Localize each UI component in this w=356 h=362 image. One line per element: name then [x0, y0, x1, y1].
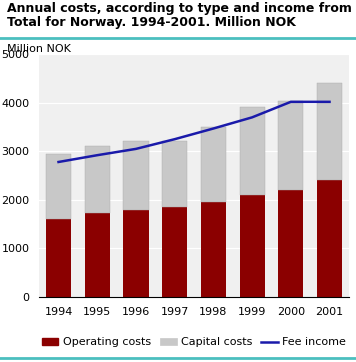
- Bar: [46, 219, 71, 297]
- Bar: [46, 154, 71, 219]
- Bar: [240, 107, 265, 195]
- Bar: [278, 190, 303, 297]
- Bar: [85, 146, 110, 214]
- Bar: [317, 83, 342, 180]
- Bar: [124, 141, 148, 210]
- Bar: [317, 180, 342, 297]
- Bar: [201, 202, 226, 297]
- Text: Million NOK: Million NOK: [7, 44, 71, 54]
- Bar: [162, 141, 187, 207]
- Bar: [124, 210, 148, 297]
- Legend: Operating costs, Capital costs, Fee income: Operating costs, Capital costs, Fee inco…: [37, 333, 351, 352]
- Bar: [240, 195, 265, 297]
- Bar: [162, 207, 187, 297]
- Text: Annual costs, according to type and income from fees.: Annual costs, according to type and inco…: [7, 2, 356, 15]
- Bar: [278, 101, 303, 190]
- Bar: [85, 214, 110, 297]
- Text: Total for Norway. 1994-2001. Million NOK: Total for Norway. 1994-2001. Million NOK: [7, 16, 296, 29]
- Bar: [201, 127, 226, 202]
